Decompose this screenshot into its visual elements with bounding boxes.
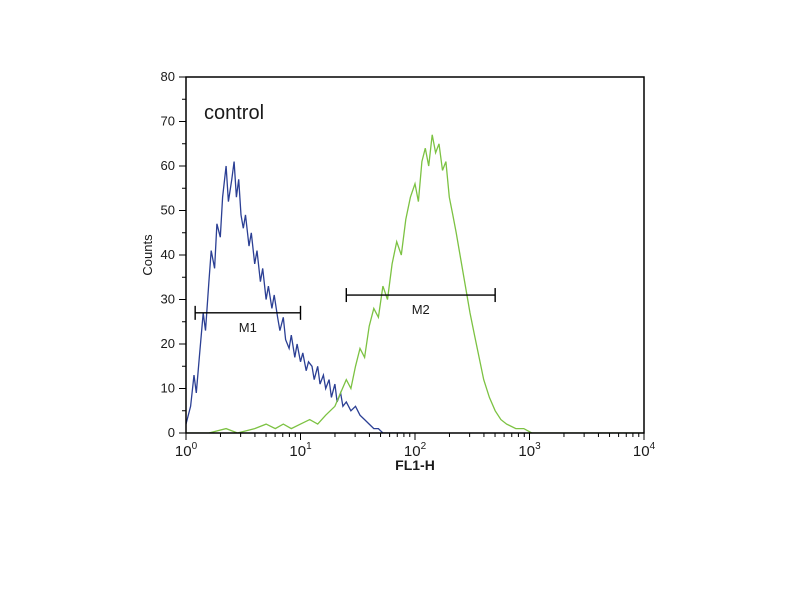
x-axis-ticks — [185, 433, 645, 440]
x-tick-label: 103 — [518, 441, 541, 460]
y-tick-label: 30 — [161, 292, 175, 307]
histogram-curve-control-blue — [186, 161, 404, 433]
y-tick-label: 20 — [161, 336, 175, 351]
y-tick-label: 10 — [161, 381, 175, 396]
x-axis-label: FL1-H — [395, 457, 435, 473]
x-tick-label: 100 — [175, 441, 198, 460]
gate-M1: M1 — [194, 305, 302, 335]
y-tick-label: 0 — [168, 425, 175, 440]
plot-border — [185, 76, 645, 434]
x-tick-labels: 100 101 102 103 104 — [175, 441, 656, 460]
y-tick-labels: 0 10 20 30 40 50 60 70 80 — [161, 69, 175, 440]
histogram-curve-sample-green — [186, 134, 644, 433]
y-axis-ticks — [179, 76, 186, 434]
gate-label-M1: M1 — [239, 320, 257, 335]
y-tick-label: 60 — [161, 158, 175, 173]
x-tick-label: 104 — [633, 441, 656, 460]
gate-M2: M2 — [345, 288, 496, 317]
histogram-curves — [186, 134, 644, 433]
y-axis-label: Counts — [140, 234, 155, 276]
x-tick-label: 101 — [289, 441, 312, 460]
y-tick-label: 80 — [161, 69, 175, 84]
y-tick-label: 70 — [161, 114, 175, 129]
gate-label-M2: M2 — [412, 302, 430, 317]
y-tick-label: 50 — [161, 203, 175, 218]
y-tick-label: 40 — [161, 247, 175, 262]
plot-annotation-control: control — [204, 102, 264, 124]
